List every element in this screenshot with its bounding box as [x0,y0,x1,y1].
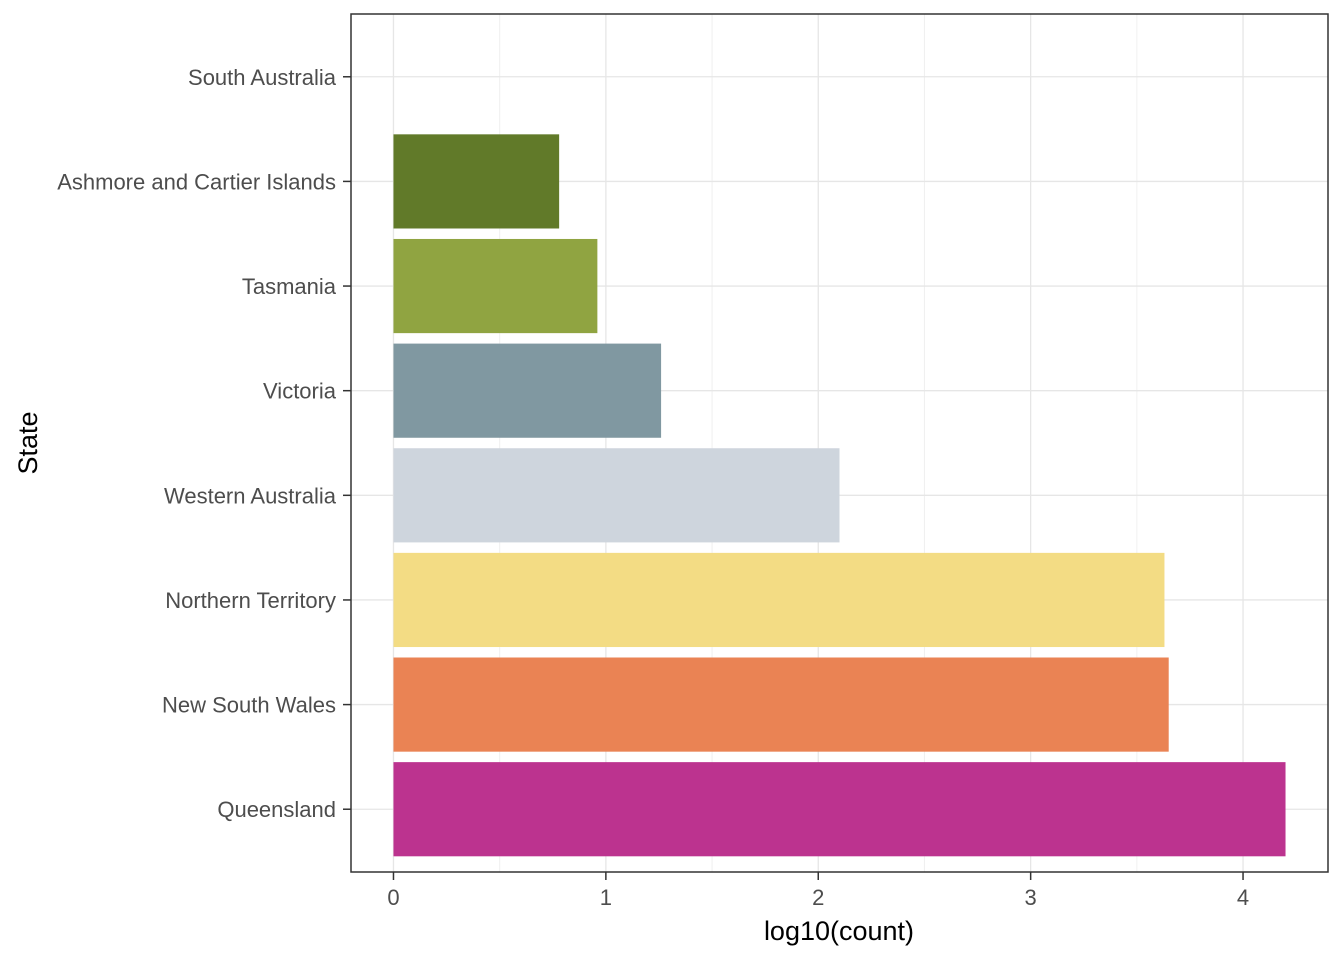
x-tick-label: 3 [1025,885,1037,910]
bar [393,448,840,543]
bar [393,552,1165,648]
x-tick-label: 1 [600,885,612,910]
x-tick-label: 4 [1237,885,1249,910]
y-axis-title: State [13,411,43,474]
bar [393,134,560,229]
y-tick-label: Western Australia [164,483,337,508]
bar [393,657,1169,752]
y-tick-label: New South Wales [162,693,336,718]
y-axis: Queensland New South Wales Northern Territ… [57,65,351,822]
x-tick-label: 2 [812,885,824,910]
bars [393,134,1286,857]
y-tick-label: Ashmore and Cartier Islands [57,169,336,194]
x-axis-title: log10(count) [764,916,914,946]
plot-panel-border [350,13,1329,873]
y-tick-label: Victoria [263,379,337,404]
x-tick-label: 0 [387,885,399,910]
y-tick-label: Queensland [217,797,336,822]
bar [393,762,1286,857]
x-axis: 0 1 2 3 4 [387,872,1249,910]
bar [393,343,662,438]
y-tick-label: Northern Territory [165,588,336,613]
y-tick-label: Tasmania [242,274,337,299]
y-tick-label: South Australia [188,65,337,90]
bar [393,238,598,334]
